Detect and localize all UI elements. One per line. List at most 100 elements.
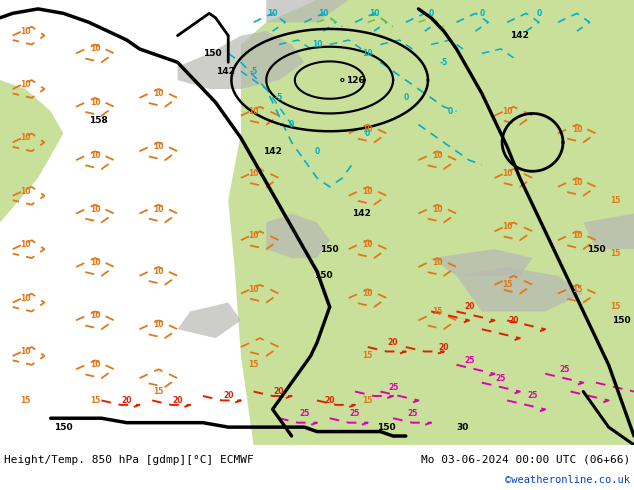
Text: -5: -5 [275, 94, 283, 102]
Text: 10: 10 [502, 169, 512, 178]
Text: 20: 20 [172, 396, 183, 405]
Text: 15: 15 [153, 387, 164, 396]
Text: 10: 10 [90, 311, 100, 320]
Text: 158: 158 [89, 116, 108, 124]
Text: 15: 15 [610, 196, 620, 205]
Polygon shape [228, 0, 634, 445]
Text: 20: 20 [325, 396, 335, 405]
Text: 25: 25 [407, 409, 417, 418]
Text: 10: 10 [90, 45, 100, 53]
Text: 0: 0 [429, 9, 434, 18]
Text: 10: 10 [20, 347, 30, 356]
Text: 15: 15 [610, 249, 620, 258]
Text: 25: 25 [299, 409, 309, 418]
Text: 142: 142 [216, 67, 235, 75]
Text: 0: 0 [479, 9, 484, 18]
Text: 10: 10 [249, 107, 259, 116]
Polygon shape [266, 0, 349, 22]
Text: 10: 10 [318, 9, 328, 18]
Text: 10: 10 [249, 169, 259, 178]
Text: 142: 142 [263, 147, 282, 156]
Text: 20: 20 [388, 338, 398, 347]
Text: 10: 10 [363, 187, 373, 196]
Text: 150: 150 [612, 316, 631, 325]
Text: 10: 10 [369, 9, 379, 18]
Polygon shape [266, 214, 330, 258]
Text: 25: 25 [350, 409, 360, 418]
Text: 20: 20 [274, 387, 284, 396]
Text: 10: 10 [363, 124, 373, 134]
Text: 10: 10 [572, 231, 582, 240]
Text: 10: 10 [90, 258, 100, 267]
Polygon shape [178, 302, 241, 338]
Text: ©weatheronline.co.uk: ©weatheronline.co.uk [505, 475, 630, 485]
Text: o: o [340, 77, 345, 83]
Text: 25: 25 [559, 365, 569, 374]
Text: 10: 10 [153, 320, 164, 329]
Text: 30: 30 [456, 422, 469, 432]
Text: 25: 25 [464, 356, 474, 365]
Text: 10: 10 [20, 187, 30, 196]
Text: -5: -5 [249, 67, 258, 75]
Text: 10: 10 [90, 98, 100, 107]
Text: 10: 10 [432, 205, 443, 214]
Text: -5: -5 [439, 58, 448, 67]
Text: 150: 150 [320, 245, 339, 254]
Text: 20: 20 [439, 343, 449, 351]
Text: 142: 142 [352, 209, 371, 218]
Text: 150: 150 [586, 245, 605, 254]
Text: 10: 10 [20, 26, 30, 36]
Text: 10: 10 [90, 205, 100, 214]
Text: 20: 20 [122, 396, 132, 405]
Text: 15: 15 [249, 360, 259, 369]
Text: 10: 10 [153, 205, 164, 214]
Text: 0: 0 [314, 147, 320, 156]
Text: 10: 10 [90, 151, 100, 160]
Text: 10: 10 [249, 231, 259, 240]
Text: 15: 15 [502, 280, 512, 289]
Text: 10: 10 [432, 258, 443, 267]
Text: 15: 15 [90, 396, 100, 405]
Text: 15: 15 [363, 396, 373, 405]
Text: 15: 15 [363, 351, 373, 361]
Text: 150: 150 [203, 49, 221, 58]
Text: 10: 10 [572, 178, 582, 187]
Text: 10: 10 [90, 360, 100, 369]
Text: 10: 10 [249, 285, 259, 294]
Polygon shape [178, 31, 304, 89]
Text: 0: 0 [289, 120, 294, 129]
Text: 20: 20 [508, 316, 519, 325]
Text: 10: 10 [312, 40, 322, 49]
Text: 0: 0 [448, 107, 453, 116]
Text: 10: 10 [20, 80, 30, 89]
Text: 10: 10 [268, 9, 278, 18]
Text: 15: 15 [432, 307, 443, 316]
Text: 10: 10 [502, 107, 512, 116]
Text: Height/Temp. 850 hPa [gdmp][°C] ECMWF: Height/Temp. 850 hPa [gdmp][°C] ECMWF [4, 455, 254, 465]
Text: 10: 10 [153, 142, 164, 151]
Text: 15: 15 [572, 285, 582, 294]
Text: 142: 142 [510, 31, 529, 40]
Text: 10: 10 [363, 49, 373, 58]
Text: 10: 10 [153, 267, 164, 276]
Text: 10: 10 [153, 89, 164, 98]
Text: 150: 150 [54, 422, 73, 432]
Text: 25: 25 [527, 392, 538, 400]
Text: 15: 15 [20, 396, 30, 405]
Text: 20: 20 [223, 392, 233, 400]
Polygon shape [431, 249, 533, 276]
Text: 150: 150 [377, 422, 396, 432]
Polygon shape [456, 267, 583, 312]
Text: 0: 0 [365, 129, 370, 138]
Text: 10: 10 [572, 124, 582, 134]
Text: 25: 25 [388, 383, 398, 392]
Text: 126: 126 [346, 75, 365, 85]
Text: 10: 10 [363, 240, 373, 249]
Text: Mo 03-06-2024 00:00 UTC (06+66): Mo 03-06-2024 00:00 UTC (06+66) [421, 455, 630, 465]
Text: 10: 10 [20, 294, 30, 303]
Text: 10: 10 [502, 222, 512, 231]
Text: 25: 25 [496, 374, 506, 383]
Text: 10: 10 [363, 289, 373, 298]
Polygon shape [0, 0, 63, 222]
Text: 15: 15 [610, 302, 620, 312]
